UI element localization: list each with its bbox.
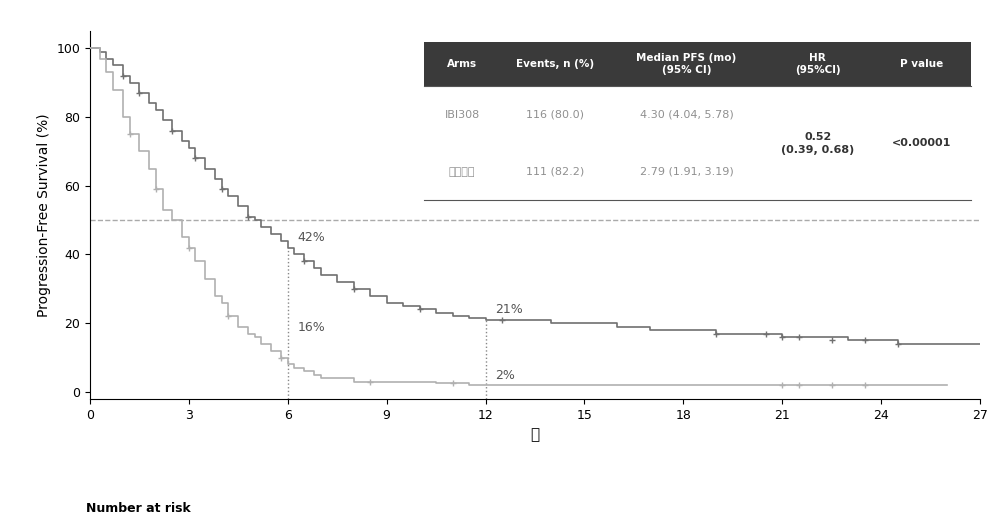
Text: 16%: 16%	[298, 321, 325, 334]
Text: 21%: 21%	[495, 304, 523, 316]
Text: 2%: 2%	[495, 369, 515, 382]
Text: Number at risk: Number at risk	[86, 502, 190, 515]
X-axis label: 月: 月	[530, 427, 540, 442]
Text: 42%: 42%	[298, 231, 325, 244]
Y-axis label: Progression-Free Survival (%): Progression-Free Survival (%)	[37, 113, 51, 317]
